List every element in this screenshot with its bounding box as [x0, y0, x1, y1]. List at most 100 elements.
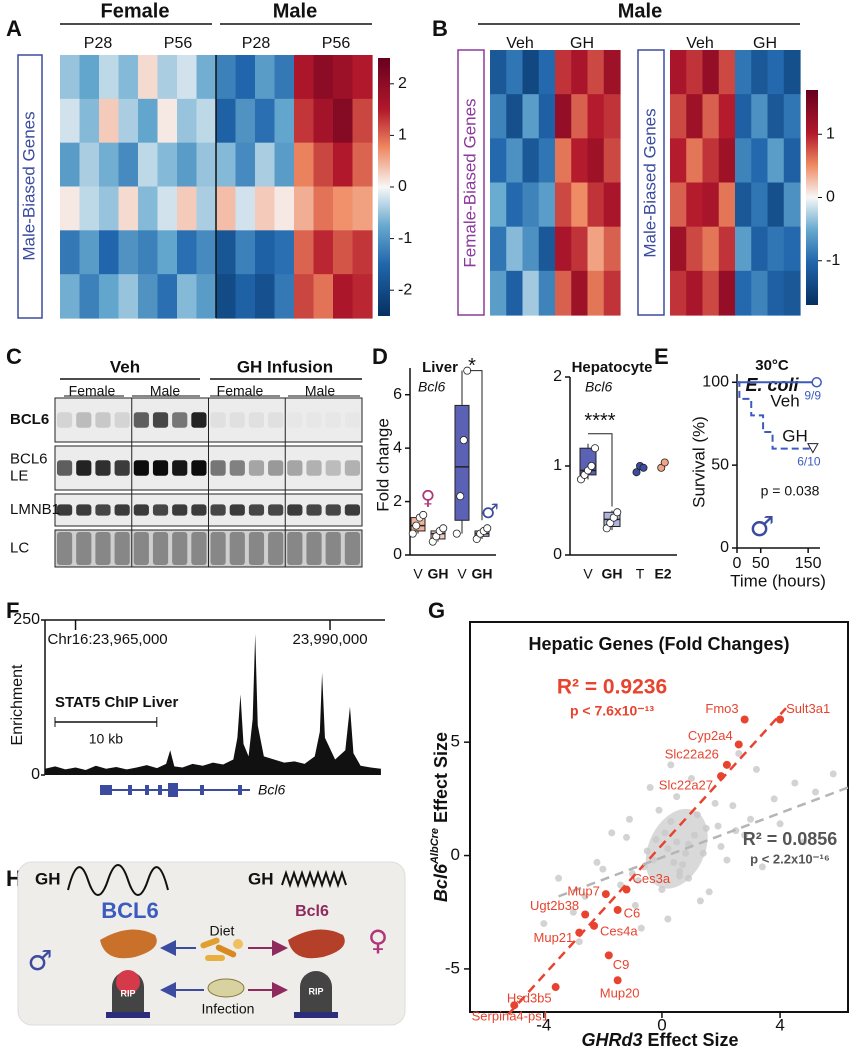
blot-band [344, 504, 360, 516]
heatmap-cell [313, 142, 334, 188]
blot-band [287, 532, 303, 565]
panel-label: B [432, 16, 448, 41]
heatmap-cell [555, 94, 572, 139]
temperature: 30°C [755, 357, 789, 374]
plot-title: Hepatic Genes (Fold Changes) [528, 634, 789, 654]
gene-label: Mup20 [600, 986, 640, 1001]
x-tick-label: GH [428, 566, 449, 582]
background-point [812, 788, 820, 796]
scale-bar-label: 10 kb [89, 731, 123, 747]
background-point [699, 849, 707, 857]
blot-band [152, 532, 169, 565]
gene-point [575, 928, 584, 937]
gene-point [601, 890, 610, 899]
infection-label: Infection [202, 1001, 255, 1017]
heatmap-cell [235, 55, 256, 100]
blot-band [152, 460, 169, 476]
gene-label: Ugt2b38 [530, 898, 579, 913]
y-tick-label: 0 [451, 845, 460, 864]
blot-band [268, 460, 284, 476]
background-point [631, 901, 639, 909]
heatmap-cell [333, 98, 354, 144]
heatmap-cell [522, 182, 540, 228]
heatmap-cell [118, 274, 139, 319]
heatmap-cell [571, 270, 589, 316]
data-point [587, 461, 596, 470]
heatmap-cell [352, 55, 373, 100]
blot-band [306, 460, 322, 476]
heatmap-cell [118, 230, 139, 275]
heatmap-cell [235, 142, 256, 188]
colorbar-tick-label: 0 [398, 178, 407, 195]
x-tick-label: 0 [733, 555, 742, 572]
heatmap-cell [79, 230, 100, 275]
x-tick-label: V [413, 566, 423, 582]
heatmap-cell [79, 55, 100, 100]
heatmap-cell [196, 230, 217, 275]
p-label: p < 7.6x10⁻¹³ [570, 703, 654, 719]
heatmap-cell [294, 274, 315, 319]
blot-band [76, 412, 92, 428]
heatmap-cell [157, 98, 178, 144]
heatmap-cell [274, 98, 295, 144]
y-tick-label: 0 [720, 539, 729, 556]
heatmap-cell [196, 186, 217, 231]
heatmap-cell [522, 270, 540, 316]
blot-band [95, 460, 111, 476]
y-axis-label: Fold change [373, 418, 392, 512]
heatmap-cell [670, 138, 687, 184]
data-point [412, 521, 421, 530]
heatmap-cell [751, 182, 769, 228]
background-point [770, 795, 778, 803]
heatmap-cell [718, 182, 736, 228]
heatmap-cell [313, 98, 334, 144]
heatmap-cell [490, 138, 507, 184]
heatmap-cell [333, 274, 354, 319]
heatmap-cell [702, 270, 720, 316]
background-point [670, 858, 678, 866]
heatmap-cell [735, 270, 752, 316]
blot-band [210, 532, 226, 565]
colorbar-tick-label: 1 [826, 125, 835, 142]
background-point [623, 833, 631, 841]
heatmap-cell [196, 142, 217, 188]
data-point [660, 458, 669, 467]
food-icon [200, 937, 243, 961]
y-tick-label: 2 [553, 368, 562, 385]
group-header: Male [618, 0, 662, 22]
heatmap-cell [751, 270, 769, 316]
heatmap-cell [157, 186, 178, 231]
blot-band [114, 460, 130, 476]
x-tick-label: GH [602, 566, 623, 582]
heatmap-cell [490, 50, 507, 95]
heatmap-cell [60, 230, 81, 275]
y-tick-label: 2 [393, 493, 402, 510]
heatmap-cell [751, 138, 769, 184]
background-point [581, 892, 589, 900]
heatmap-cell [313, 186, 334, 231]
blot-band [306, 504, 322, 516]
heatmap-cell [603, 226, 621, 272]
sex-label: Female [69, 383, 116, 399]
heatmap-cell [571, 226, 589, 272]
blot-band [133, 412, 149, 428]
background-point [575, 938, 583, 946]
heatmap-cell [506, 182, 524, 228]
heatmap-cell [490, 182, 507, 228]
female-symbol: ♀ [421, 485, 436, 509]
heatmap-cell [274, 55, 295, 100]
background-point [667, 818, 675, 826]
gene-label: Mup21 [534, 930, 574, 945]
background-point [555, 874, 563, 882]
age-label: P28 [84, 35, 113, 52]
background-point [711, 799, 719, 807]
row-label: Male-Biased Genes [640, 108, 659, 257]
group-header: Male [273, 0, 317, 22]
heatmap-cell [216, 230, 237, 275]
gene-label: Ces3a [633, 871, 671, 886]
liver-icon [100, 929, 157, 959]
colorbar-tick-label: 2 [398, 75, 407, 92]
fit-line [507, 707, 787, 1016]
treatment-label: Veh [686, 35, 714, 52]
x-tick-label: V [457, 566, 467, 582]
